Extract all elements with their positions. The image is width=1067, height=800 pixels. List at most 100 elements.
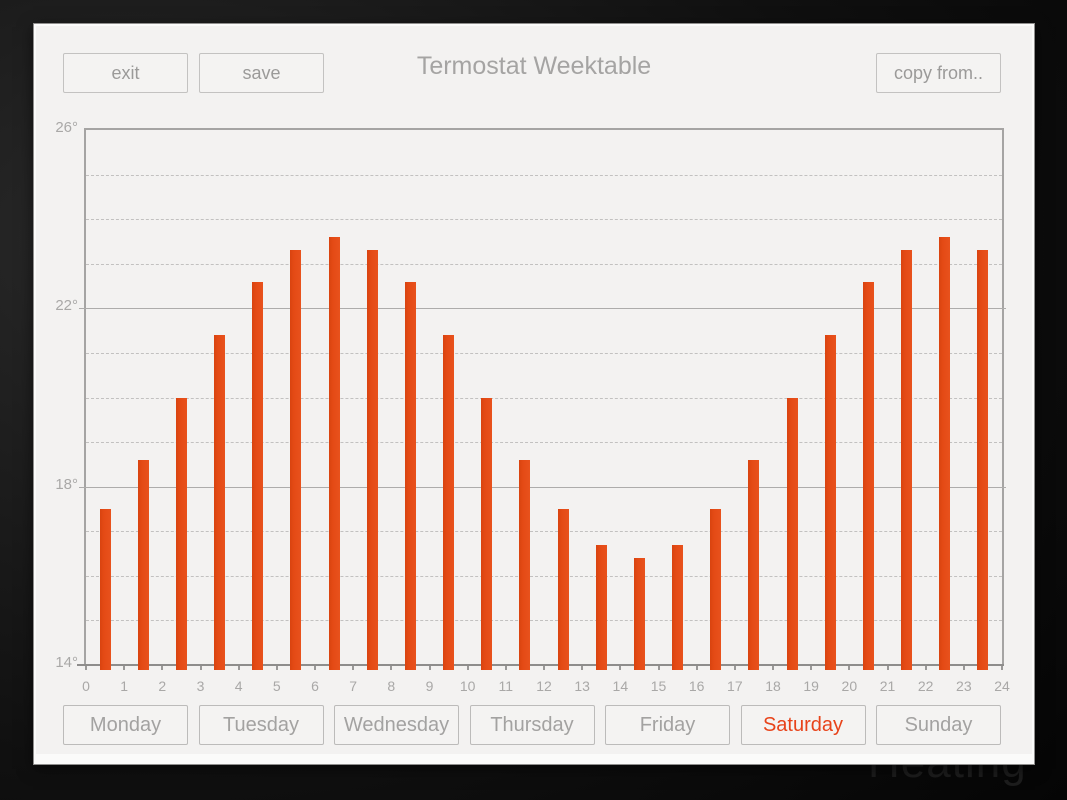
x-axis-label: 24 (994, 678, 1010, 694)
x-axis-tick (123, 665, 126, 670)
temperature-bar-hour-16[interactable] (710, 508, 722, 670)
x-axis-label: 15 (650, 678, 667, 694)
temperature-bar-hour-22[interactable] (939, 237, 951, 670)
day-tab-sunday[interactable]: Sunday (876, 705, 1001, 745)
x-axis-label: 17 (727, 678, 743, 694)
x-axis-tick (619, 665, 622, 670)
x-axis-tick (733, 665, 736, 670)
plot-area[interactable]: 0 1 2 3 4 5 6 7 8 9 10 11 12 13 14 15 16 17 18 19 20 21 22 23 24 (77, 128, 1010, 694)
gridline-dashed (86, 174, 1002, 176)
temperature-bar-hour-1[interactable] (137, 459, 149, 670)
gridline-dashed (86, 620, 1002, 622)
x-axis-tick (314, 665, 316, 670)
gridline-dashed (86, 397, 1002, 399)
temperature-bar-hour-18[interactable] (786, 397, 798, 670)
temperature-bar-hour-3[interactable] (214, 335, 226, 670)
x-axis-tick (85, 665, 87, 670)
x-axis-label: 23 (956, 678, 972, 694)
gridline-dashed (86, 219, 1002, 221)
day-tab-tuesday[interactable]: Tuesday (198, 705, 324, 745)
x-axis-label: 3 (196, 678, 205, 694)
x-axis-label: 22 (917, 678, 934, 694)
save-button[interactable]: save (199, 53, 324, 93)
x-axis-label: 8 (387, 678, 396, 694)
temperature-bar-hour-2[interactable] (175, 397, 187, 670)
temperature-bar-hour-14[interactable] (633, 558, 645, 670)
x-axis-label: 13 (574, 678, 590, 694)
temperature-bar-hour-12[interactable] (557, 508, 569, 670)
x-axis-label: 6 (311, 678, 319, 694)
temperature-bar-hour-20[interactable] (862, 281, 874, 670)
gridline-dashed (86, 352, 1002, 354)
temperature-bar-hour-0[interactable] (99, 508, 111, 670)
y-axis-label: 26° (55, 119, 78, 136)
x-axis-label: 5 (272, 678, 281, 694)
temperature-bar-hour-8[interactable] (404, 281, 416, 670)
temperature-bar-hour-4[interactable] (252, 281, 264, 670)
x-axis-tick (581, 665, 584, 670)
temperature-bar-hour-23[interactable] (977, 250, 989, 670)
temperature-bar-hour-11[interactable] (519, 459, 531, 670)
x-axis-tick (390, 665, 393, 670)
x-axis-tick (352, 665, 355, 670)
x-axis-tick (466, 665, 469, 670)
x-axis-tick (886, 665, 889, 670)
x-axis-tick (657, 665, 660, 670)
x-axis-tick (962, 665, 965, 670)
x-axis-tick (810, 665, 813, 670)
temperature-bar-hour-9[interactable] (443, 335, 455, 670)
thermostat-weektable-window: exit save Termostat Weektable copy from.… (33, 23, 1035, 765)
x-axis-label: 21 (879, 678, 896, 694)
temperature-bar-hour-10[interactable] (481, 397, 493, 670)
temperature-bar-hour-5[interactable] (290, 250, 302, 670)
x-axis-tick (504, 665, 507, 670)
x-axis-tick (772, 665, 774, 670)
y-axis-label: 18° (55, 475, 78, 493)
page-title: Termostat Weektable (416, 52, 652, 80)
temperature-bar-hour-15[interactable] (672, 544, 684, 670)
temperature-bar-hour-13[interactable] (595, 544, 607, 670)
day-tabs: Monday Tuesday Wednesday Thursday Friday Satu… (63, 705, 1001, 745)
x-axis-label: 19 (803, 678, 819, 694)
temperature-bar-hour-17[interactable] (748, 459, 760, 670)
x-axis-label: 4 (234, 678, 243, 694)
temperature-bar-hour-19[interactable] (824, 335, 836, 670)
x-axis-tick (237, 665, 240, 670)
window-frame-bottom (36, 754, 1032, 762)
day-tab-friday[interactable]: Friday (605, 705, 730, 745)
gridline-dashed (86, 442, 1002, 444)
x-axis-tick (161, 665, 164, 670)
exit-button[interactable]: exit (63, 53, 188, 93)
x-axis-tick (924, 665, 927, 670)
x-axis-tick (199, 665, 202, 670)
x-axis-tick (695, 665, 698, 670)
x-axis-tick (543, 665, 545, 670)
gridline-dashed (86, 575, 1002, 577)
day-tab-saturday[interactable]: Saturday (740, 705, 866, 745)
x-axis-label: 11 (498, 678, 514, 694)
x-axis-label: 10 (459, 678, 476, 694)
copy-from-button[interactable]: copy from.. (876, 53, 1001, 93)
temperature-bar-hour-6[interactable] (328, 237, 340, 670)
day-tab-monday[interactable]: Monday (63, 705, 188, 745)
x-axis-label: 14 (612, 678, 629, 694)
x-axis-line (77, 664, 1004, 666)
gridline-dashed (86, 531, 1002, 533)
x-axis-label: 9 (425, 678, 434, 694)
x-axis-tick (848, 665, 851, 670)
x-axis-label: 7 (349, 678, 358, 694)
day-tab-thursday[interactable]: Thursday (469, 705, 595, 745)
x-axis-label: 18 (765, 678, 781, 694)
y-axis-label: 14° (55, 654, 78, 671)
gridline-solid (79, 308, 1006, 310)
y-axis-label: 22° (55, 297, 78, 315)
x-axis-tick (1001, 665, 1003, 670)
temperature-bar-hour-21[interactable] (901, 250, 913, 670)
x-axis-label: 12 (536, 678, 552, 694)
gridline-solid (79, 486, 1006, 488)
x-axis-label: 1 (120, 678, 129, 694)
x-axis-label: 16 (688, 678, 705, 694)
day-tab-wednesday[interactable]: Wednesday (334, 705, 459, 745)
x-axis-tick (428, 665, 431, 670)
temperature-bar-hour-7[interactable] (366, 250, 378, 670)
